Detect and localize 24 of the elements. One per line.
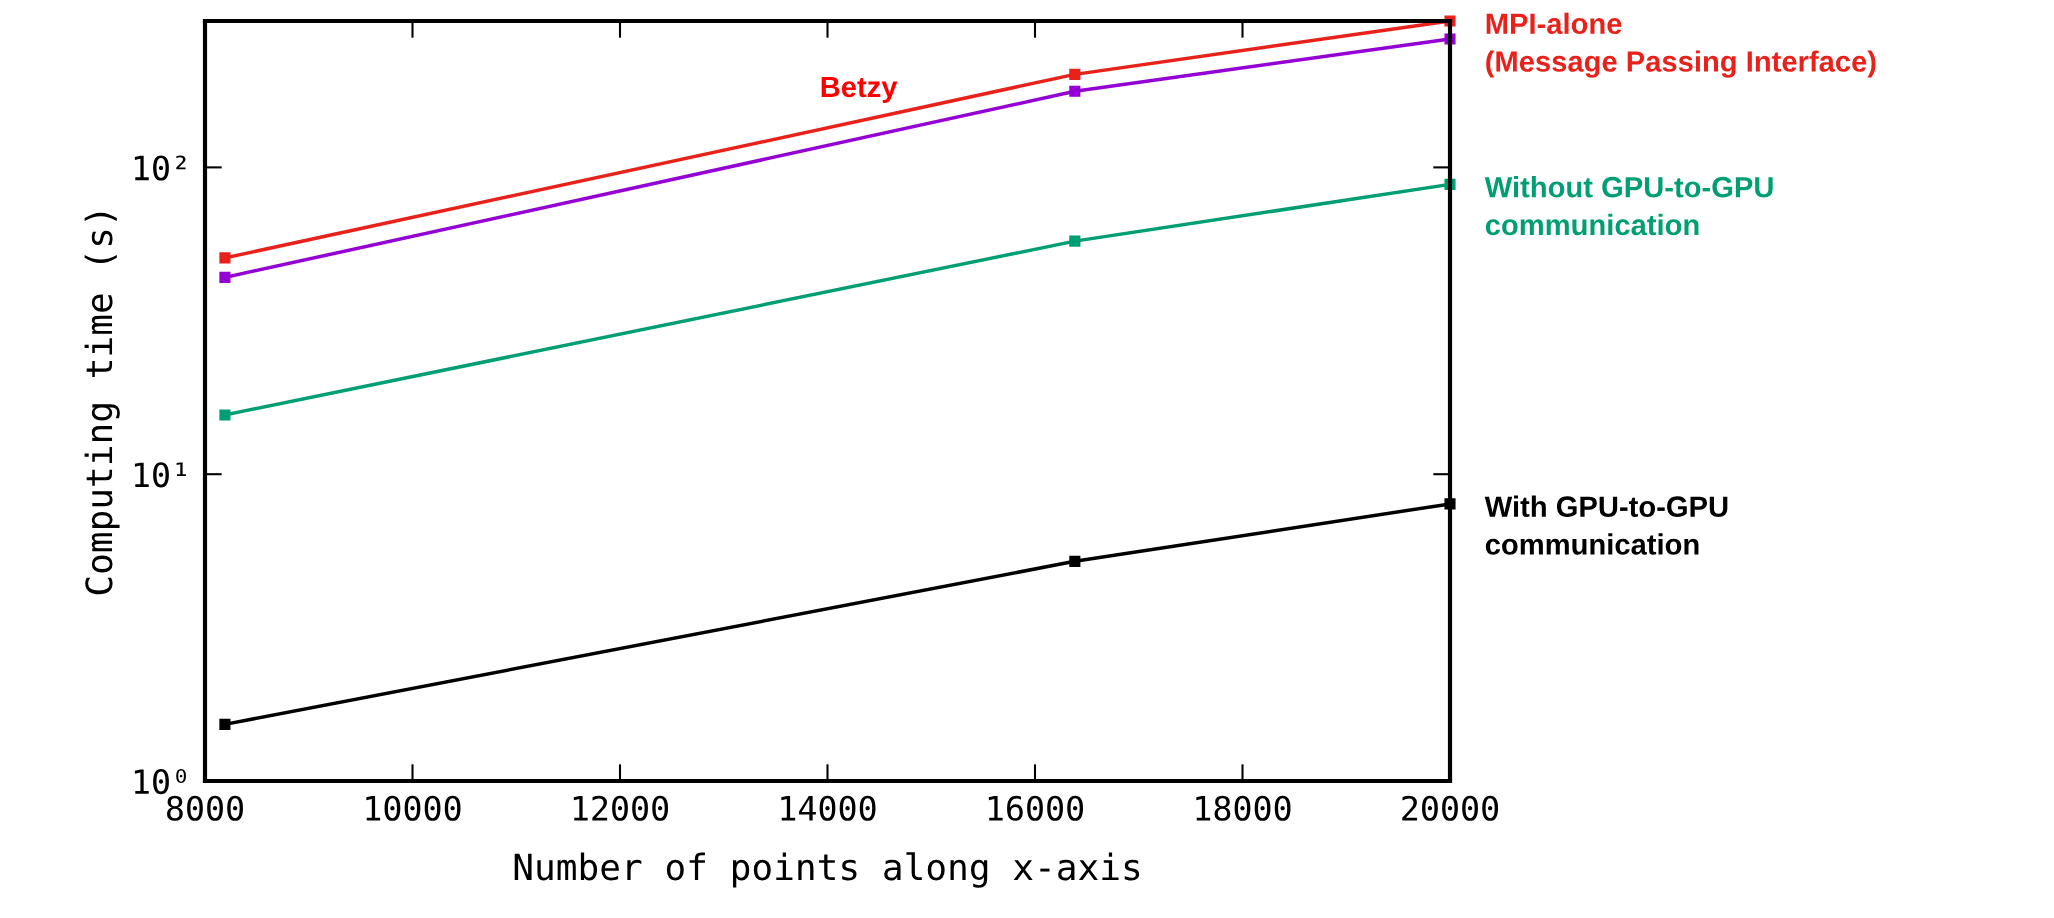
x-tick-label: 10000 <box>366 795 461 821</box>
annotation: Betzy <box>821 76 898 103</box>
point <box>1069 555 1081 567</box>
x-axis-title: Number of points along x-axis <box>514 852 1140 888</box>
series-label: Without GPU-to-GPU communication <box>1484 176 1773 236</box>
x-tick-label: 8000 <box>166 795 243 821</box>
point <box>219 271 231 283</box>
y-tick-label: 10² <box>134 155 186 181</box>
x-tick-label: 14000 <box>781 795 876 821</box>
y-tick-label: 10⁰ <box>134 769 186 795</box>
point <box>1069 68 1081 80</box>
point <box>1069 235 1081 247</box>
series-label: With GPU-to-GPU communication <box>1484 495 1728 555</box>
x-tick-label: 20000 <box>1402 795 1499 821</box>
point <box>219 718 231 730</box>
point <box>219 252 231 264</box>
x-tick-label: 18000 <box>1196 795 1291 821</box>
series-label: MPI-alone (Message Passing Interface) <box>1486 12 1876 78</box>
y-axis-title: Computing time (s) <box>84 212 120 595</box>
point <box>219 409 231 421</box>
x-tick-label: 16000 <box>988 795 1084 821</box>
x-tick-label: 12000 <box>573 795 669 821</box>
point <box>1069 85 1081 97</box>
y-tick-label: 10¹ <box>134 462 186 488</box>
